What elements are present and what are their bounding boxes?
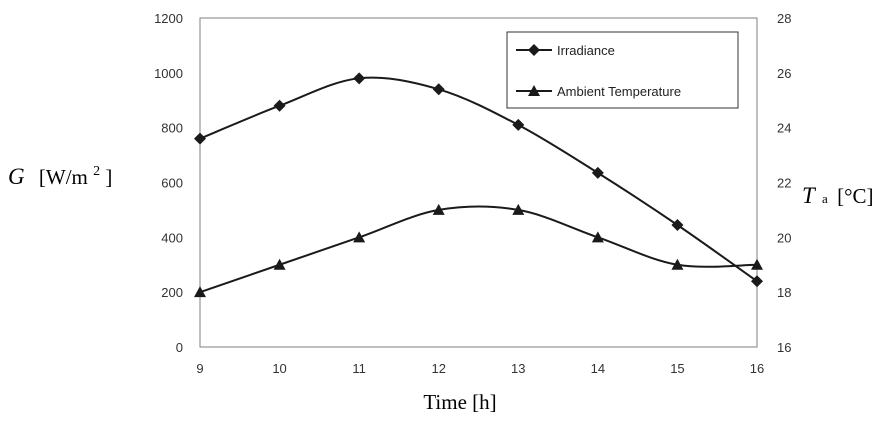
series-line-triangle: [199, 205, 758, 294]
left-y-tick-label: 1000: [154, 66, 183, 81]
data-point-diamond: [591, 166, 604, 179]
data-point-triangle: [432, 203, 445, 215]
series-layer: [194, 72, 763, 298]
x-tick-label: 14: [591, 361, 605, 376]
right-y-tick-label: 16: [777, 340, 791, 355]
left-y-tick-label: 1200: [154, 11, 183, 26]
x-tick-labels: 9 10 11 12 13 14 15 16: [196, 361, 764, 376]
right-y-tick-label: 26: [777, 66, 791, 81]
data-point-triangle: [591, 231, 604, 243]
left-y-tick-label: 0: [176, 340, 183, 355]
right-y-axis-title: T a [°C]: [802, 183, 873, 208]
right-y-tick-label: 22: [777, 176, 791, 191]
left-y-axis-unit: [W/m: [39, 165, 88, 189]
data-point-triangle: [273, 258, 286, 270]
data-point-diamond: [751, 275, 763, 288]
left-y-axis-title: G [W/m 2 ]: [8, 156, 112, 189]
left-y-axis-symbol: G: [8, 164, 25, 189]
data-point-diamond: [671, 218, 684, 231]
data-point-triangle: [353, 231, 366, 243]
left-y-tick-label: 400: [161, 230, 183, 245]
data-point-diamond: [353, 72, 366, 85]
right-y-tick-label: 28: [777, 11, 791, 26]
plot-area-frame: [199, 17, 758, 348]
legend-label-temperature: Ambient Temperature: [557, 84, 681, 99]
x-tick-label: 16: [750, 361, 764, 376]
left-y-tick-label: 800: [161, 121, 183, 136]
series-line-diamond: [199, 76, 758, 283]
legend-triangle-marker-icon: [528, 85, 540, 96]
right-y-tick-label: 18: [777, 285, 791, 300]
left-y-axis-unit-close: ]: [105, 165, 112, 189]
right-y-axis-symbol: T: [802, 183, 817, 208]
legend: Irradiance Ambient Temperature: [506, 31, 739, 109]
right-y-axis-unit: [°C]: [837, 184, 873, 208]
x-tick-label: 11: [352, 361, 366, 376]
x-axis-title: Time [h]: [423, 390, 496, 414]
left-y-axis-unit-exponent: 2: [93, 164, 100, 179]
legend-diamond-marker-icon: [528, 44, 540, 56]
x-tick-label: 12: [431, 361, 445, 376]
left-y-tick-labels: 0 200 400 600 800 1000 1200: [154, 11, 183, 355]
right-y-axis-subscript: a: [822, 191, 828, 206]
right-y-tick-label: 20: [777, 230, 791, 245]
legend-box: [506, 31, 739, 109]
left-y-tick-label: 200: [161, 285, 183, 300]
data-point-triangle: [671, 258, 684, 270]
data-point-diamond: [194, 132, 206, 145]
x-tick-label: 10: [272, 361, 286, 376]
x-tick-label: 15: [670, 361, 684, 376]
data-point-diamond: [432, 83, 445, 96]
right-y-tick-labels: 16 18 20 22 24 26 28: [777, 11, 791, 355]
data-point-triangle: [194, 286, 206, 298]
data-point-triangle: [751, 258, 763, 270]
left-y-tick-label: 600: [161, 176, 183, 191]
right-y-tick-label: 24: [777, 121, 791, 136]
data-point-triangle: [512, 203, 525, 215]
x-tick-label: 13: [511, 361, 525, 376]
data-point-diamond: [273, 99, 286, 112]
legend-label-irradiance: Irradiance: [557, 43, 615, 58]
data-point-diamond: [512, 118, 525, 131]
x-tick-label: 9: [196, 361, 203, 376]
